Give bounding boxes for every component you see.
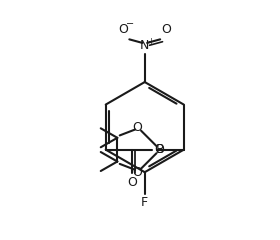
Text: O: O xyxy=(161,23,171,36)
Text: O: O xyxy=(133,121,143,134)
Text: −: − xyxy=(127,19,135,29)
Text: +: + xyxy=(147,37,154,47)
Text: O: O xyxy=(133,166,143,179)
Text: O: O xyxy=(154,143,164,156)
Text: N: N xyxy=(140,39,150,52)
Text: F: F xyxy=(141,196,148,209)
Text: O: O xyxy=(127,176,137,189)
Text: B: B xyxy=(156,143,164,156)
Text: O: O xyxy=(118,23,128,36)
